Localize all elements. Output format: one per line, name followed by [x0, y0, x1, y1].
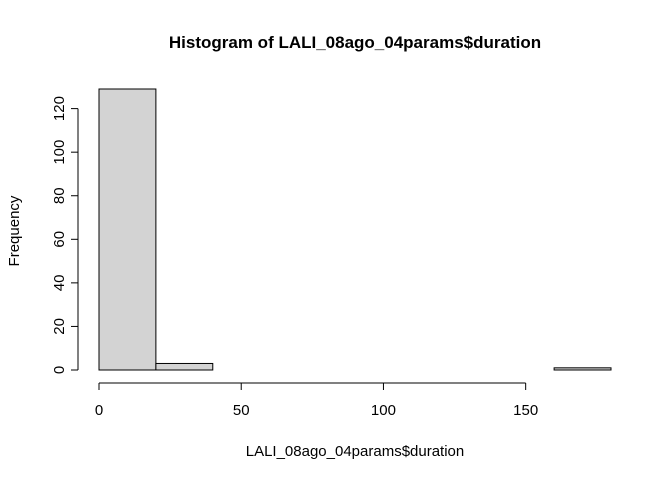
y-axis-label: Frequency [6, 195, 23, 266]
y-tick-label: 0 [51, 366, 68, 374]
y-tick-label: 80 [51, 187, 68, 204]
histogram-bar-1 [155, 362, 214, 371]
x-axis: 0 50 100 150 [95, 382, 538, 419]
x-tick-label: 50 [233, 402, 250, 419]
histogram-bar-0 [98, 88, 157, 371]
bars-group [98, 88, 612, 371]
histogram-bar-8 [553, 367, 612, 371]
x-tick-label: 0 [95, 402, 103, 419]
x-axis-label: LALI_08ago_04params$duration [246, 443, 465, 460]
y-tick-label: 120 [51, 96, 68, 121]
y-tick-label: 40 [51, 275, 68, 292]
y-axis: 0 20 40 60 80 100 120 [51, 96, 79, 374]
y-tick-label: 20 [51, 318, 68, 335]
chart-title: Histogram of LALI_08ago_04params$duratio… [169, 33, 541, 52]
y-tick-label: 100 [51, 140, 68, 165]
x-tick-label: 150 [513, 402, 538, 419]
x-tick-label: 100 [371, 402, 396, 419]
y-tick-label: 60 [51, 231, 68, 248]
